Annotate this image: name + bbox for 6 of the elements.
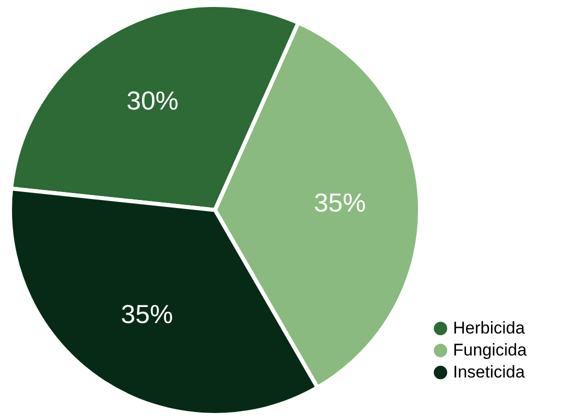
legend-label: Fungicida (453, 340, 528, 360)
data-label: 35% (120, 298, 173, 329)
data-label: 30% (126, 86, 179, 116)
legend-label: Herbicida (453, 318, 526, 338)
data-label: 35% (314, 187, 366, 218)
legend-label: Inseticida (453, 362, 526, 382)
